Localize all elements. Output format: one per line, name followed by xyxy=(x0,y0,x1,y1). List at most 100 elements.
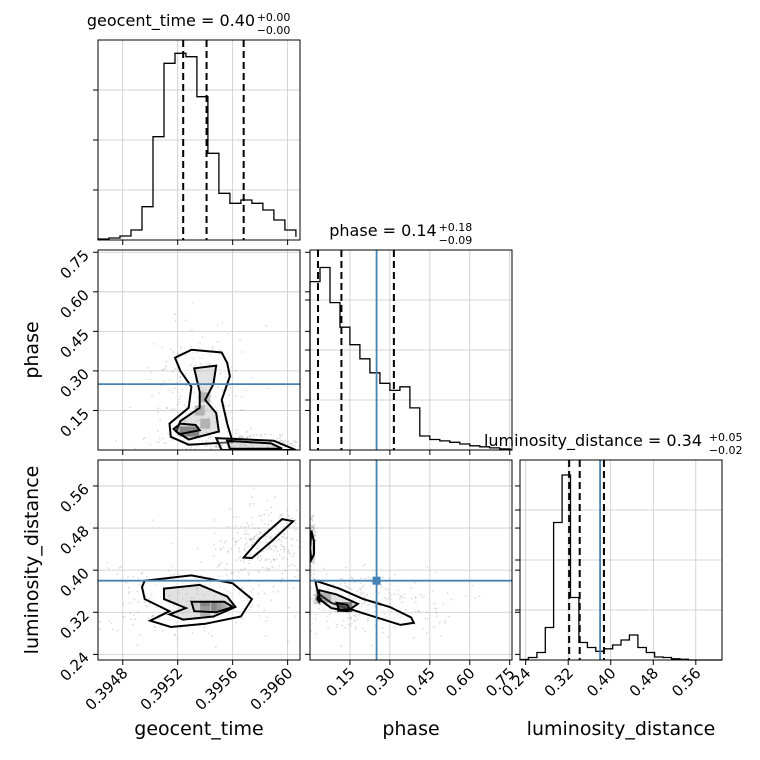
sample-point xyxy=(203,594,206,597)
sample-point xyxy=(201,336,204,338)
sample-point xyxy=(258,571,261,574)
sample-point xyxy=(196,590,199,593)
sample-point xyxy=(238,435,241,437)
sample-point xyxy=(246,445,249,447)
sample-point xyxy=(194,582,197,585)
sample-point xyxy=(334,610,337,613)
sample-point xyxy=(151,615,153,618)
sample-point xyxy=(241,617,244,620)
sample-point xyxy=(125,581,128,584)
sample-point xyxy=(332,583,334,586)
sample-point xyxy=(267,533,269,536)
sample-point xyxy=(205,440,207,443)
sample-point xyxy=(170,598,173,601)
sample-point xyxy=(364,563,367,566)
sample-point xyxy=(311,549,313,552)
sample-point xyxy=(244,567,246,570)
sample-point xyxy=(281,586,283,588)
sample-point xyxy=(305,607,307,609)
sample-point xyxy=(198,419,201,422)
sample-point xyxy=(233,444,236,447)
sample-point xyxy=(283,550,286,553)
sample-point xyxy=(161,368,164,371)
sample-point xyxy=(216,386,219,388)
sample-point xyxy=(382,576,384,579)
sample-point xyxy=(92,580,94,582)
sample-point xyxy=(158,617,161,620)
sample-point xyxy=(315,596,317,599)
sample-point xyxy=(187,610,190,612)
sample-point xyxy=(134,447,137,450)
sample-point xyxy=(194,603,197,606)
sample-point xyxy=(311,517,314,520)
sample-point xyxy=(400,595,403,598)
y-tick-label-luminosity_distance: 0.40 xyxy=(56,564,92,600)
sample-point xyxy=(356,618,359,621)
sample-point xyxy=(174,320,177,323)
sample-point xyxy=(238,445,241,447)
sample-point xyxy=(215,445,218,447)
sample-point xyxy=(422,627,424,630)
sample-point xyxy=(152,615,154,617)
sample-point xyxy=(311,546,314,548)
sample-point xyxy=(190,356,193,359)
sample-point xyxy=(165,365,168,368)
sample-point xyxy=(180,626,183,629)
sample-point xyxy=(312,561,315,564)
sample-point xyxy=(284,537,287,540)
sample-point xyxy=(313,598,316,601)
sample-point xyxy=(236,442,239,445)
sample-point xyxy=(116,629,119,632)
sample-point xyxy=(313,524,316,527)
sample-point xyxy=(315,598,317,601)
sample-point xyxy=(284,569,287,572)
sample-point xyxy=(283,556,286,559)
y-tick-label-phase: 0.30 xyxy=(56,365,92,401)
sample-point xyxy=(280,513,283,516)
sample-point xyxy=(378,600,381,603)
sample-point xyxy=(192,407,194,410)
sample-point xyxy=(272,591,275,593)
sample-point xyxy=(283,545,285,548)
sample-point xyxy=(399,597,401,600)
sample-point xyxy=(193,402,196,404)
sample-point xyxy=(275,526,277,528)
sample-point xyxy=(243,548,246,551)
sample-point xyxy=(238,550,241,553)
sample-point xyxy=(206,599,209,602)
sample-point xyxy=(204,618,206,621)
x-axis-label-phase: phase xyxy=(382,718,439,740)
sample-point xyxy=(276,550,279,553)
sample-point xyxy=(418,610,420,612)
panel-frame xyxy=(97,39,301,241)
sample-point xyxy=(353,596,356,599)
sample-point xyxy=(167,617,170,619)
sample-point xyxy=(471,584,474,587)
sample-point xyxy=(204,583,207,586)
sample-point xyxy=(311,542,314,545)
sample-point xyxy=(358,588,361,590)
sample-point xyxy=(315,535,317,537)
sample-point xyxy=(259,555,262,557)
sample-point xyxy=(226,430,229,433)
sample-point xyxy=(284,441,287,443)
sample-point xyxy=(110,622,113,625)
sample-point xyxy=(310,524,313,527)
sample-point xyxy=(263,523,266,525)
sample-point xyxy=(189,410,192,412)
sample-point xyxy=(251,496,254,498)
sample-point xyxy=(217,446,220,448)
sample-point xyxy=(240,525,242,528)
sample-point xyxy=(218,564,221,567)
sample-point xyxy=(435,611,438,614)
sample-point xyxy=(223,541,226,544)
sample-point xyxy=(258,533,261,535)
sample-point xyxy=(260,515,262,517)
sample-point xyxy=(193,357,195,360)
sample-point xyxy=(314,602,316,604)
sample-point xyxy=(205,431,208,434)
sample-point xyxy=(247,562,250,565)
title-luminosity_distance: luminosity_distance = 0.34 xyxy=(484,431,702,451)
sample-point xyxy=(350,576,353,579)
sample-point xyxy=(146,605,149,608)
